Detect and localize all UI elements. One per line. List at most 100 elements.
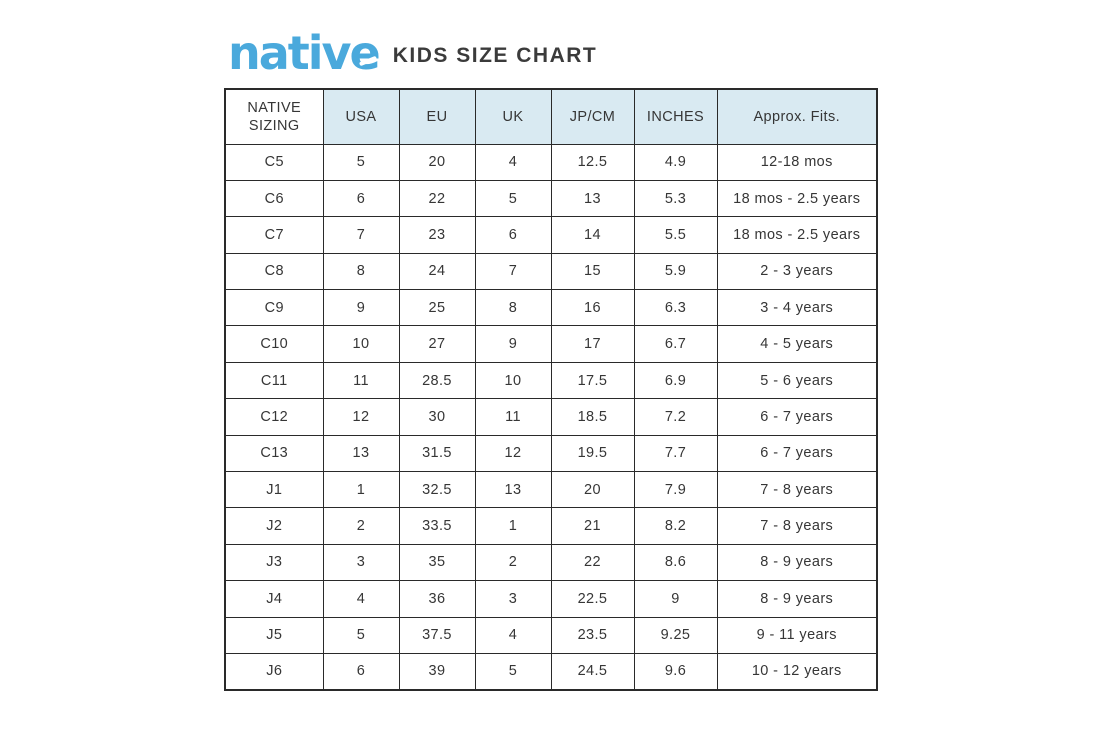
native-size-cell: J5	[224, 616, 324, 654]
table-row-j6: J6 6 39 5 24.5 9.6 10 - 12 years	[224, 652, 878, 691]
table-cell: 22	[398, 179, 476, 218]
table-cell: 3 - 4 years	[716, 289, 878, 327]
size-table-header: NATIVE SIZING USA EU UK JP/CM INCHES Approx. F…	[224, 88, 878, 145]
table-row-c7: C7 7 23 6 14 5.5 18 mos - 2.5 years	[224, 216, 878, 254]
header-cell-uk: UK	[474, 88, 552, 145]
table-cell: 5	[474, 179, 552, 218]
table-cell: 33.5	[398, 507, 476, 545]
table-row-c8: C8 8 24 7 15 5.9 2 - 3 years	[224, 252, 878, 291]
table-cell: 6	[322, 179, 400, 218]
table-cell: 8 - 9 years	[716, 580, 878, 618]
table-cell: 19.5	[550, 434, 635, 473]
table-cell: 20	[550, 471, 635, 509]
table-cell: 20	[398, 143, 476, 181]
table-cell: 2	[474, 543, 552, 582]
table-cell: 9 - 11 years	[716, 616, 878, 654]
table-cell: 12.5	[550, 143, 635, 181]
native-size-cell: J3	[224, 543, 324, 582]
native-size-cell: C7	[224, 216, 324, 254]
native-logo: native	[228, 26, 381, 80]
table-cell: 22.5	[550, 580, 635, 618]
page-title: KIDS SIZE CHART	[392, 44, 598, 67]
table-cell: 9.25	[633, 616, 718, 654]
table-cell: 7 - 8 years	[716, 471, 878, 509]
brand-header: native KIDS SIZE CHART	[228, 30, 597, 76]
table-cell: 6	[322, 652, 400, 691]
table-row-c9: C9 9 25 8 16 6.3 3 - 4 years	[224, 289, 878, 327]
table-cell: 1	[322, 471, 400, 509]
table-cell: 10	[322, 325, 400, 363]
table-cell: 8	[474, 289, 552, 327]
table-cell: 7	[474, 252, 552, 291]
table-row-j5: J5 5 37.5 4 23.5 9.25 9 - 11 years	[224, 616, 878, 654]
table-cell: 6 - 7 years	[716, 398, 878, 436]
table-cell: 35	[398, 543, 476, 582]
table-cell: 10 - 12 years	[716, 652, 878, 691]
table-cell: 8.6	[633, 543, 718, 582]
table-row-c13: C13 13 31.5 12 19.5 7.7 6 - 7 years	[224, 434, 878, 473]
native-size-cell: C12	[224, 398, 324, 436]
table-cell: 22	[550, 543, 635, 582]
table-cell: 7	[322, 216, 400, 254]
table-cell: 2	[322, 507, 400, 545]
table-cell: 24.5	[550, 652, 635, 691]
table-row-j2: J2 2 33.5 1 21 8.2 7 - 8 years	[224, 507, 878, 545]
table-row-c10: C10 10 27 9 17 6.7 4 - 5 years	[224, 325, 878, 363]
native-size-cell: J2	[224, 507, 324, 545]
table-cell: 23.5	[550, 616, 635, 654]
table-cell: 32.5	[398, 471, 476, 509]
native-size-cell: C8	[224, 252, 324, 291]
table-cell: 9	[322, 289, 400, 327]
size-table-body: C5 5 20 4 12.5 4.9 12-18 mos C6 6 22 5 13 5.3 18 mos …	[224, 143, 878, 691]
table-cell: 36	[398, 580, 476, 618]
table-cell: 9	[474, 325, 552, 363]
table-cell: 7 - 8 years	[716, 507, 878, 545]
table-cell: 5.5	[633, 216, 718, 254]
table-row-j4: J4 4 36 3 22.5 9 8 - 9 years	[224, 580, 878, 618]
table-cell: 23	[398, 216, 476, 254]
table-cell: 14	[550, 216, 635, 254]
table-cell: 39	[398, 652, 476, 691]
table-cell: 17.5	[550, 361, 635, 400]
header-cell-usa: USA	[322, 88, 400, 145]
table-cell: 6.7	[633, 325, 718, 363]
table-cell: 13	[474, 471, 552, 509]
table-cell: 6 - 7 years	[716, 434, 878, 473]
table-cell: 6.3	[633, 289, 718, 327]
table-cell: 13	[550, 179, 635, 218]
table-cell: 5.9	[633, 252, 718, 291]
table-cell: 2 - 3 years	[716, 252, 878, 291]
table-cell: 12-18 mos	[716, 143, 878, 181]
table-row-j1: J1 1 32.5 13 20 7.9 7 - 8 years	[224, 471, 878, 509]
table-cell: 13	[322, 434, 400, 473]
table-cell: 30	[398, 398, 476, 436]
table-cell: 18 mos - 2.5 years	[716, 179, 878, 218]
table-cell: 9.6	[633, 652, 718, 691]
table-cell: 5	[322, 616, 400, 654]
table-cell: 8	[322, 252, 400, 291]
table-cell: 3	[322, 543, 400, 582]
table-cell: 7.2	[633, 398, 718, 436]
table-cell: 4	[474, 616, 552, 654]
header-cell-inches: INCHES	[633, 88, 718, 145]
table-cell: 11	[474, 398, 552, 436]
table-cell: 24	[398, 252, 476, 291]
table-cell: 1	[474, 507, 552, 545]
table-cell: 12	[322, 398, 400, 436]
table-cell: 5	[474, 652, 552, 691]
table-cell: 4 - 5 years	[716, 325, 878, 363]
native-size-cell: C10	[224, 325, 324, 363]
table-row-c12: C12 12 30 11 18.5 7.2 6 - 7 years	[224, 398, 878, 436]
table-cell: 18 mos - 2.5 years	[716, 216, 878, 254]
table-cell: 8.2	[633, 507, 718, 545]
table-cell: 3	[474, 580, 552, 618]
native-size-cell: C9	[224, 289, 324, 327]
header-cell-jp-cm: JP/CM	[550, 88, 635, 145]
table-row-j3: J3 3 35 2 22 8.6 8 - 9 years	[224, 543, 878, 582]
table-cell: 5	[322, 143, 400, 181]
table-row-c5: C5 5 20 4 12.5 4.9 12-18 mos	[224, 143, 878, 181]
table-cell: 21	[550, 507, 635, 545]
table-cell: 16	[550, 289, 635, 327]
table-cell: 17	[550, 325, 635, 363]
header-cell-approx-fits: Approx. Fits.	[716, 88, 878, 145]
